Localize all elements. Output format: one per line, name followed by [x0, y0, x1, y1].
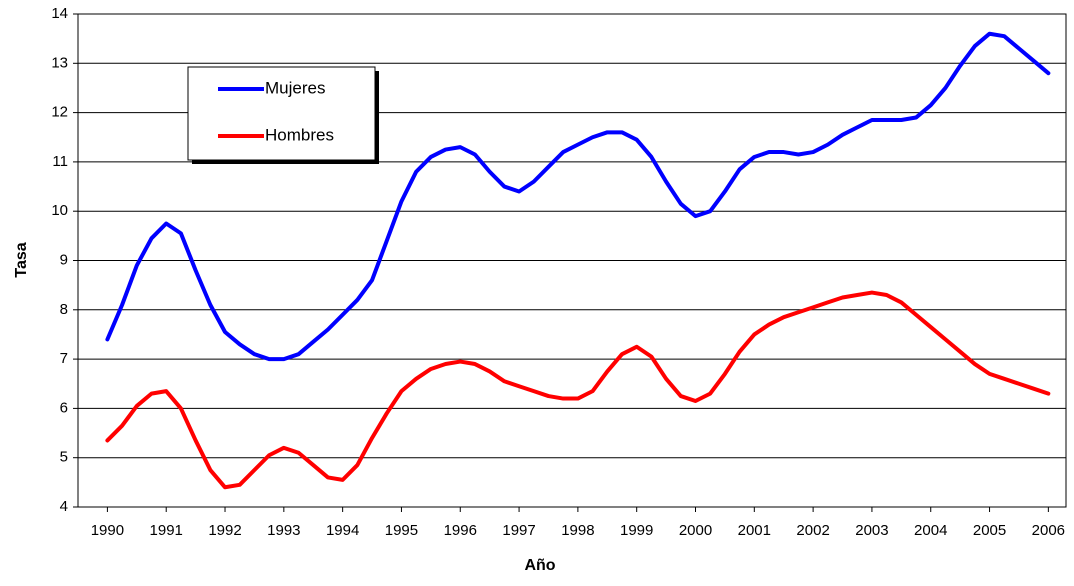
x-tick-label: 1999 [620, 522, 653, 539]
x-tick-label: 2002 [796, 522, 829, 539]
y-tick-label: 13 [51, 54, 68, 71]
y-axis-title: Tasa [13, 242, 30, 277]
x-tick-label: 2004 [914, 522, 947, 539]
y-tick-label: 8 [60, 301, 68, 318]
x-tick-label: 1996 [444, 522, 477, 539]
series-line [105, 31, 1051, 362]
x-tick-label: 1995 [385, 522, 418, 539]
x-tick-label: 2001 [738, 522, 771, 539]
x-tick-label: 1994 [326, 522, 359, 539]
y-tick-label: 10 [51, 202, 68, 219]
x-tick-label: 2006 [1032, 522, 1065, 539]
legend [187, 66, 376, 161]
legend-label: Hombres [265, 125, 334, 144]
x-tick-label: 1990 [91, 522, 124, 539]
plot-frame [77, 13, 1067, 508]
x-axis-title: Año [524, 557, 555, 574]
x-tick-label: 1992 [208, 522, 241, 539]
y-tick-label: 11 [52, 153, 68, 170]
y-tick-label: 5 [60, 449, 68, 466]
y-tick-label: 14 [51, 5, 68, 22]
x-tick-label: 1991 [150, 522, 183, 539]
x-tick-label: 2003 [855, 522, 888, 539]
y-tick-label: 4 [60, 498, 68, 515]
x-tick-label: 2000 [679, 522, 712, 539]
legend-label: Mujeres [265, 78, 325, 97]
series-line [105, 290, 1051, 490]
x-tick-label: 2005 [973, 522, 1006, 539]
y-tick-label: 9 [60, 251, 68, 268]
x-tick-label: 1993 [267, 522, 300, 539]
y-tick-label: 6 [60, 399, 68, 416]
y-tick-label: 7 [60, 350, 68, 367]
y-tick-label: 12 [51, 104, 68, 121]
x-tick-label: 1998 [561, 522, 594, 539]
x-tick-label: 1997 [502, 522, 535, 539]
